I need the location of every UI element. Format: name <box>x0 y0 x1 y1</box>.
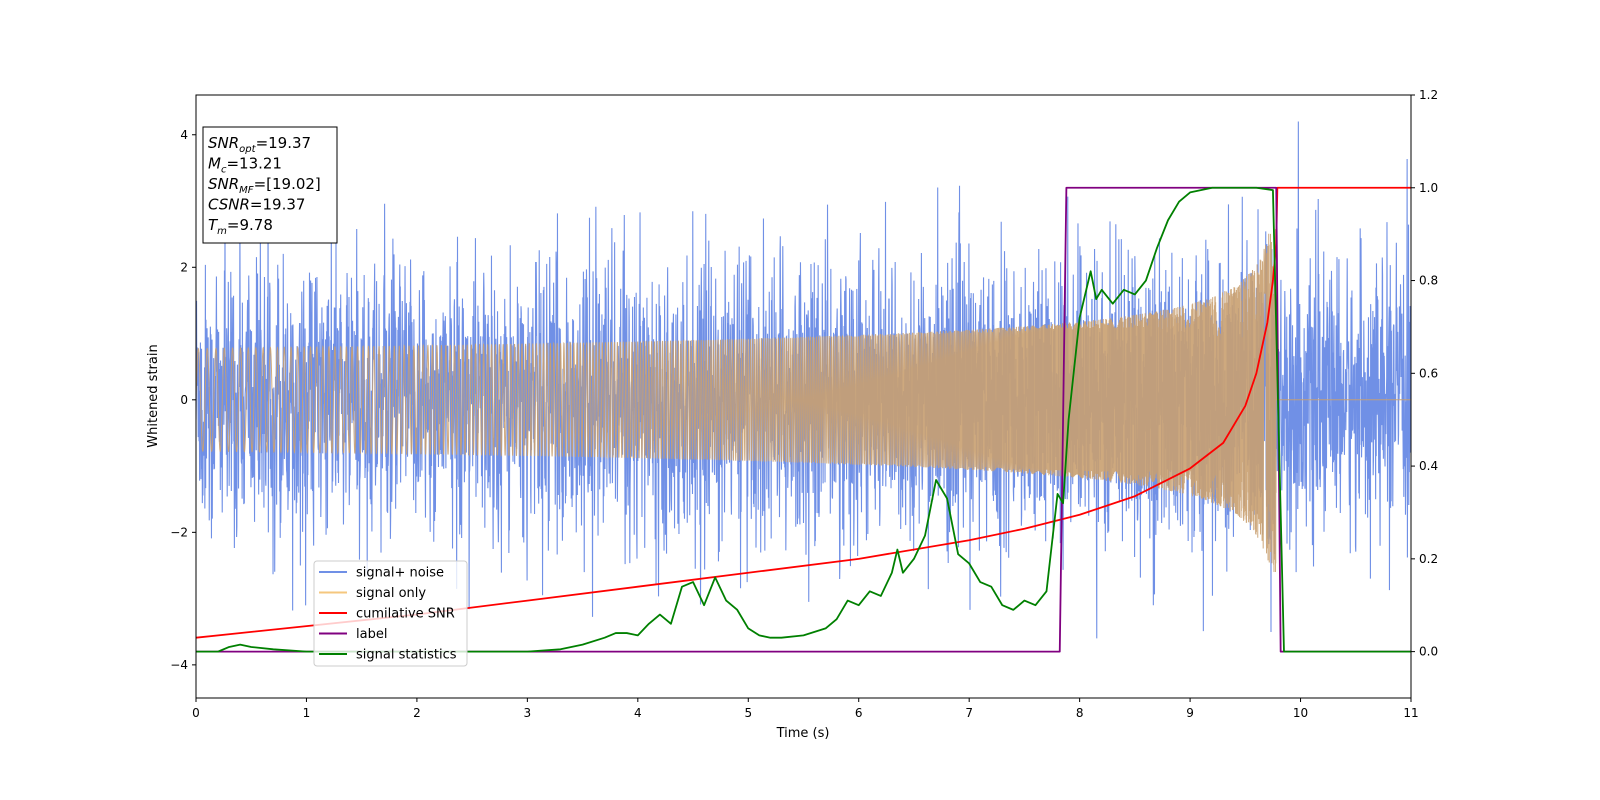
info-line: SNRopt=19.37 <box>208 134 311 155</box>
x-tick-label: 10 <box>1293 706 1308 720</box>
info-line: SNRMF=[19.02] <box>208 175 321 196</box>
info-subscript: m <box>217 226 227 237</box>
x-tick-label: 3 <box>524 706 532 720</box>
info-subscript: opt <box>239 144 256 155</box>
y-tick-label: 0 <box>180 393 188 407</box>
x-tick-label: 9 <box>1186 706 1194 720</box>
info-line: CSNR=19.37 <box>208 196 305 214</box>
y-tick-label: 4 <box>180 128 188 142</box>
series-line-signal-statistics <box>196 186 1411 653</box>
info-symbol: CSNR <box>208 196 250 214</box>
info-value: =[19.02] <box>254 175 321 193</box>
info-symbol: SNR <box>208 134 239 152</box>
y-axis-label: Whitened strain <box>146 344 161 447</box>
legend-label-cumilative-snr: cumilative SNR <box>356 607 455 622</box>
plot-area <box>196 121 1411 653</box>
y-tick-label: 2 <box>180 260 188 274</box>
info-line: Tm=9.78 <box>208 216 273 237</box>
y-right-tick-label: 0.8 <box>1419 274 1438 288</box>
info-value: =19.37 <box>250 196 306 214</box>
x-tick-label: 7 <box>965 706 973 720</box>
x-tick-label: 11 <box>1403 706 1418 720</box>
legend: signal+ noise signal only cumilative SNR la… <box>313 560 468 667</box>
y-right-tick-label: 1.0 <box>1419 181 1438 195</box>
info-value: =13.21 <box>226 155 282 173</box>
x-tick-label: 4 <box>634 706 642 720</box>
info-subscript: MF <box>239 185 254 196</box>
x-tick-label: 6 <box>855 706 863 720</box>
info-symbol: M <box>208 155 221 173</box>
info-line: Mc=13.21 <box>208 155 282 176</box>
x-tick-label: 8 <box>1076 706 1084 720</box>
legend-label-label: label <box>356 627 387 642</box>
info-subscript: c <box>221 165 227 176</box>
x-tick-label: 5 <box>744 706 752 720</box>
info-value: =9.78 <box>227 216 273 234</box>
axes: 0 1 2 3 4 5 6 7 8 9 10 11 −4 −2 0 2 4 0.0 0.2 0.4 0.6 0.8 1.0 1… <box>170 88 1438 720</box>
info-value: =19.37 <box>256 134 312 152</box>
y-tick-label: −2 <box>170 525 188 539</box>
x-tick-label: 1 <box>303 706 311 720</box>
info-symbol: T <box>208 216 219 234</box>
series-line-cumilative-snr <box>196 186 1411 639</box>
info-box: SNRopt=19.37Mc=13.21SNRMF=[19.02]CSNR=19… <box>202 126 338 244</box>
x-axis-label: Time (s) <box>776 726 830 741</box>
y-right-tick-label: 0.0 <box>1419 645 1438 659</box>
legend-label-signal-noise: signal+ noise <box>356 566 444 581</box>
y-right-tick-label: 1.2 <box>1419 88 1438 102</box>
legend-label-signal-statistics: signal statistics <box>356 648 457 663</box>
y-tick-label: −4 <box>170 658 188 672</box>
x-tick-label: 2 <box>413 706 421 720</box>
y-right-tick-label: 0.2 <box>1419 552 1438 566</box>
legend-frame <box>313 560 468 667</box>
series-line-signal-noise <box>196 121 1411 639</box>
series-line-signal-only <box>196 229 1411 573</box>
plot-frame <box>195 94 1412 699</box>
y-right-tick-label: 0.4 <box>1419 459 1438 473</box>
info-symbol: SNR <box>208 175 239 193</box>
legend-label-signal-only: signal only <box>356 586 426 601</box>
y-right-tick-label: 0.6 <box>1419 366 1438 380</box>
info-box-frame <box>202 126 338 244</box>
x-tick-label: 0 <box>192 706 200 720</box>
